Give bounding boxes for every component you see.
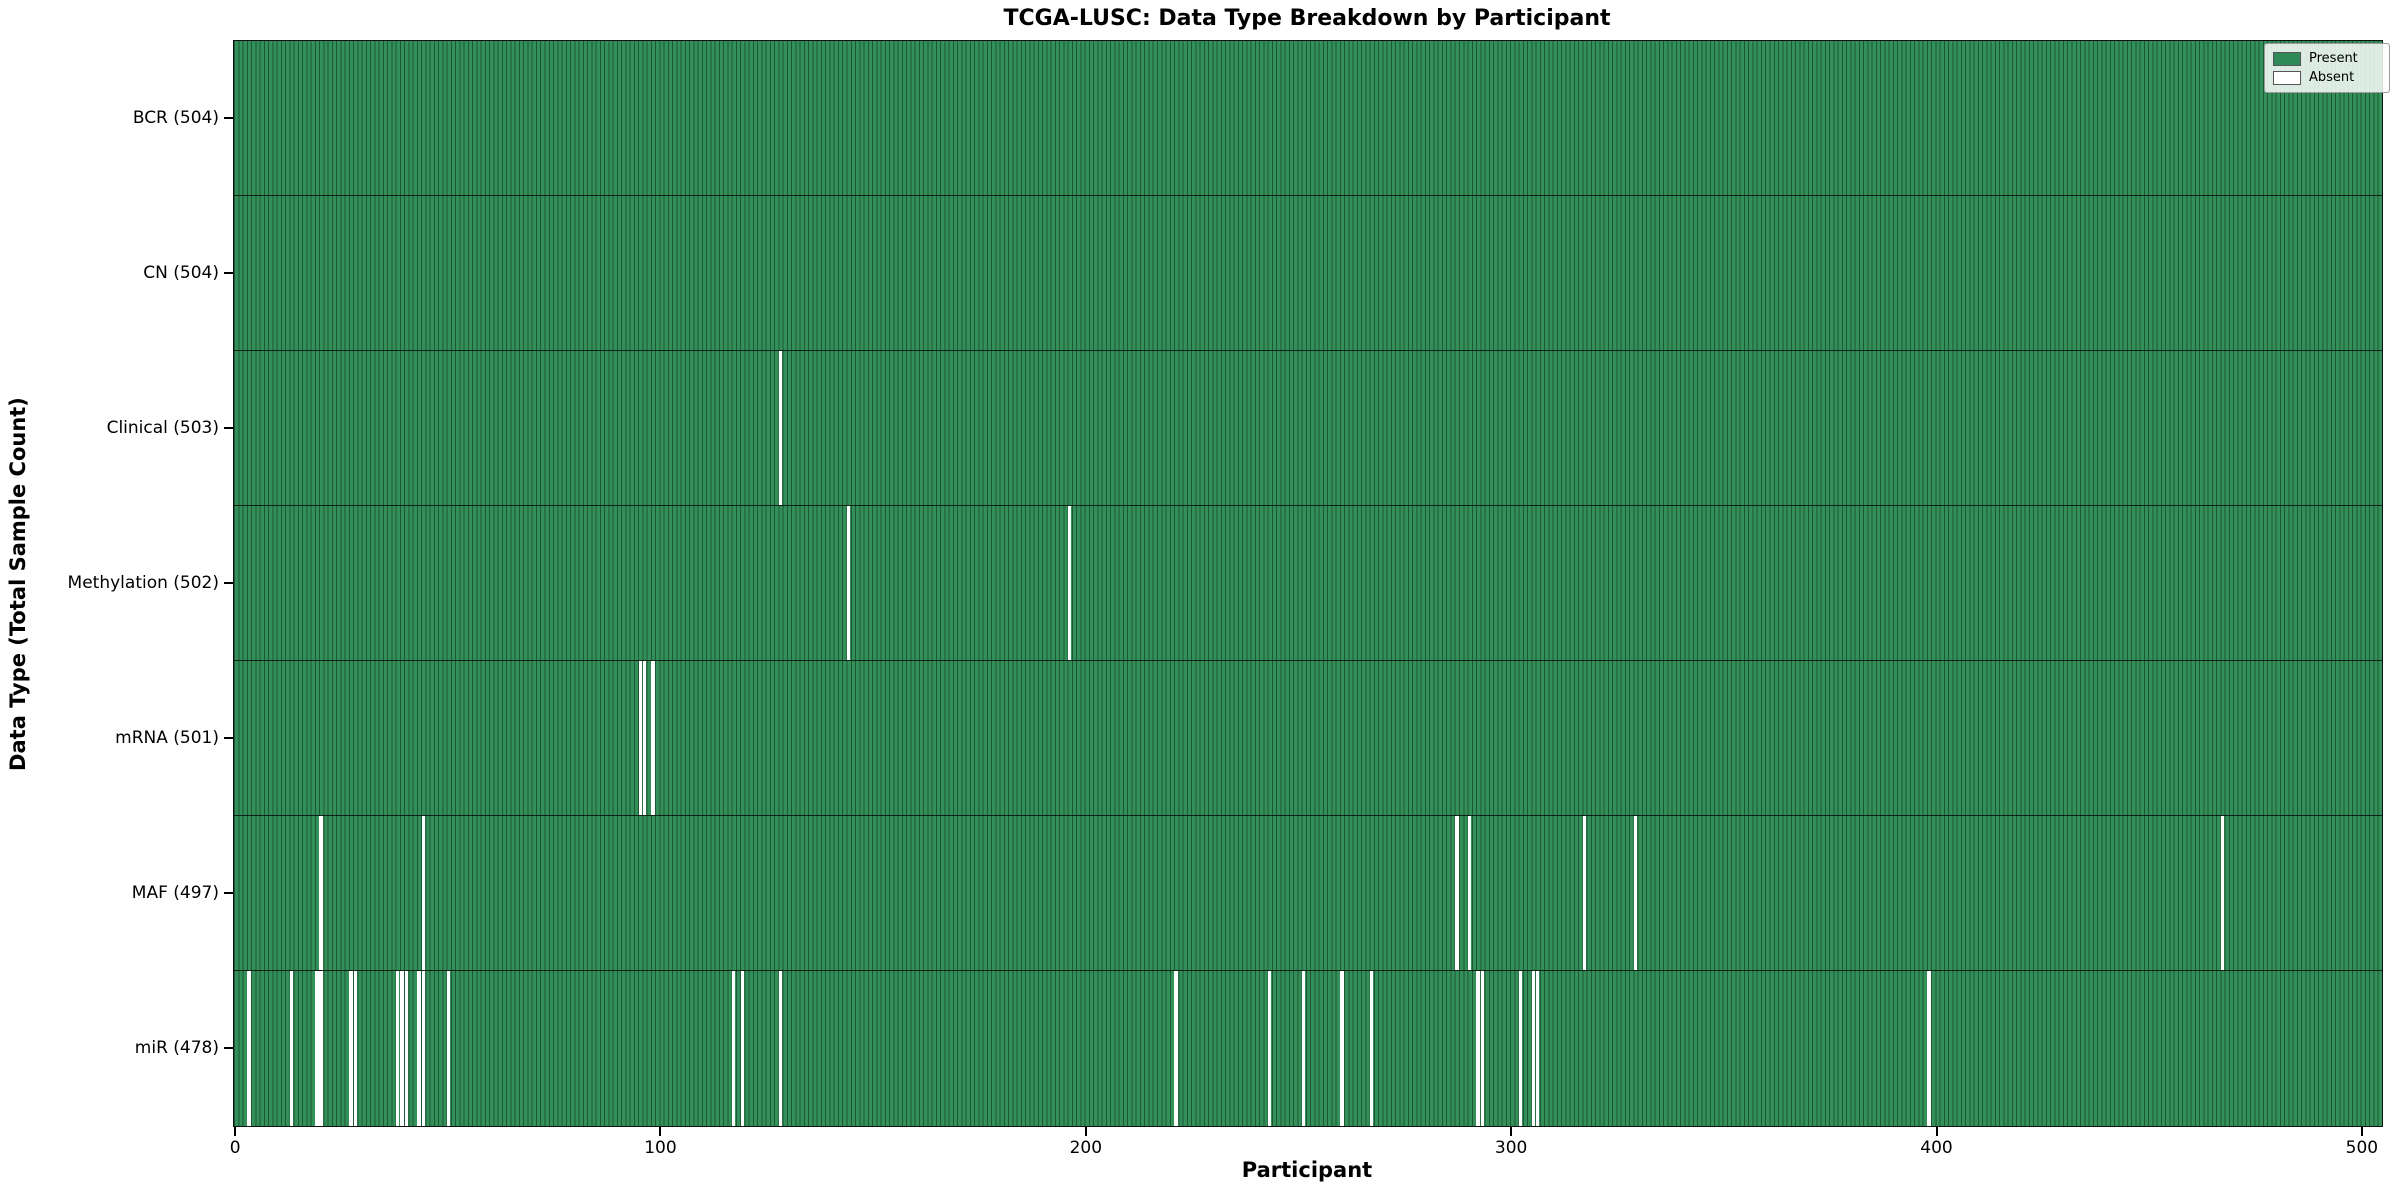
- legend-label-present: Present: [2309, 51, 2358, 66]
- y-tick-mark: [224, 891, 233, 894]
- absent-gap: [1068, 506, 1072, 660]
- absent-gap: [642, 661, 647, 815]
- absent-gap: [1531, 971, 1536, 1126]
- absent-gap: [1633, 816, 1638, 970]
- absent-gap: [740, 971, 744, 1126]
- y-tick-label: Methylation (502): [67, 572, 219, 593]
- absent-gap: [421, 971, 425, 1126]
- legend-entry-present: Present: [2273, 49, 2381, 68]
- x-tick-mark: [659, 1127, 662, 1136]
- absent-gap: [421, 816, 425, 970]
- row-band-maf: [234, 816, 2382, 971]
- absent-gap: [1268, 971, 1272, 1126]
- y-tick-mark: [224, 581, 233, 584]
- y-tick-label: CN (504): [143, 262, 219, 283]
- x-tick-mark: [2360, 1127, 2363, 1136]
- y-tick-label: Clinical (503): [106, 417, 219, 438]
- absent-gap: [778, 971, 783, 1126]
- absent-gap: [1370, 971, 1374, 1126]
- y-tick-label: miR (478): [134, 1037, 219, 1058]
- x-axis-title: Participant: [1241, 1158, 1373, 1182]
- y-tick-mark: [224, 1046, 233, 1049]
- absent-gap: [1174, 971, 1178, 1126]
- absent-gap: [404, 971, 408, 1126]
- y-tick-mark: [224, 736, 233, 739]
- absent-gap: [651, 661, 655, 815]
- present-swatch: [2273, 51, 2301, 66]
- x-tick-mark: [1935, 1127, 1938, 1136]
- row-band-cn: [234, 196, 2382, 351]
- absent-gap: [778, 351, 783, 505]
- y-tick-mark: [224, 426, 233, 429]
- x-tick-label: 0: [229, 1138, 241, 1158]
- absent-gap: [247, 971, 251, 1126]
- row-band-bcr: [234, 41, 2382, 196]
- x-tick-label: 300: [1494, 1138, 1528, 1158]
- absent-gap: [319, 971, 323, 1126]
- absent-gap: [417, 971, 421, 1126]
- x-tick-mark: [234, 1127, 237, 1136]
- absent-gap: [289, 971, 294, 1126]
- y-tick-mark: [224, 271, 233, 274]
- absent-gap: [1582, 816, 1587, 970]
- y-tick-label: BCR (504): [132, 107, 219, 128]
- absent-gap: [1480, 971, 1485, 1126]
- absent-gap: [319, 816, 323, 970]
- absent-gap: [1518, 971, 1523, 1126]
- legend-label-absent: Absent: [2309, 70, 2355, 85]
- y-tick-mark: [224, 116, 233, 119]
- absent-gap: [1476, 971, 1480, 1126]
- legend: Present Absent: [2264, 43, 2390, 93]
- x-tick-label: 400: [1920, 1138, 1953, 1158]
- absent-gap: [1455, 816, 1459, 970]
- absent-gap: [447, 971, 451, 1126]
- row-band-mrna: [234, 661, 2382, 816]
- absent-gap: [1535, 971, 1540, 1126]
- chart-title: TCGA-LUSC: Data Type Breakdown by Partic…: [1003, 6, 1611, 31]
- row-band-methylation: [234, 506, 2382, 661]
- absent-gap: [315, 971, 319, 1126]
- x-tick-mark: [1084, 1127, 1087, 1136]
- absent-gap: [396, 971, 400, 1126]
- absent-gap: [1467, 816, 1472, 970]
- absent-gap: [638, 661, 642, 815]
- absent-gap: [400, 971, 404, 1126]
- absent-gap: [732, 971, 736, 1126]
- absent-gap: [1927, 971, 1931, 1126]
- absent-swatch: [2273, 70, 2301, 85]
- x-tick-label: 200: [1069, 1138, 1103, 1158]
- absent-gap: [2220, 816, 2225, 970]
- absent-gap: [1340, 971, 1344, 1126]
- plot-area: [233, 40, 2383, 1127]
- row-band-mir: [234, 971, 2382, 1126]
- y-tick-label: MAF (497): [131, 882, 219, 903]
- absent-gap: [349, 971, 353, 1126]
- row-band-clinical: [234, 351, 2382, 506]
- absent-gap: [1302, 971, 1306, 1126]
- absent-gap: [846, 506, 851, 660]
- x-tick-label: 500: [2345, 1138, 2379, 1158]
- y-tick-label: mRNA (501): [115, 727, 219, 748]
- legend-entry-absent: Absent: [2273, 68, 2381, 87]
- absent-gap: [353, 971, 357, 1126]
- x-tick-label: 100: [644, 1138, 677, 1158]
- x-tick-mark: [1510, 1127, 1513, 1136]
